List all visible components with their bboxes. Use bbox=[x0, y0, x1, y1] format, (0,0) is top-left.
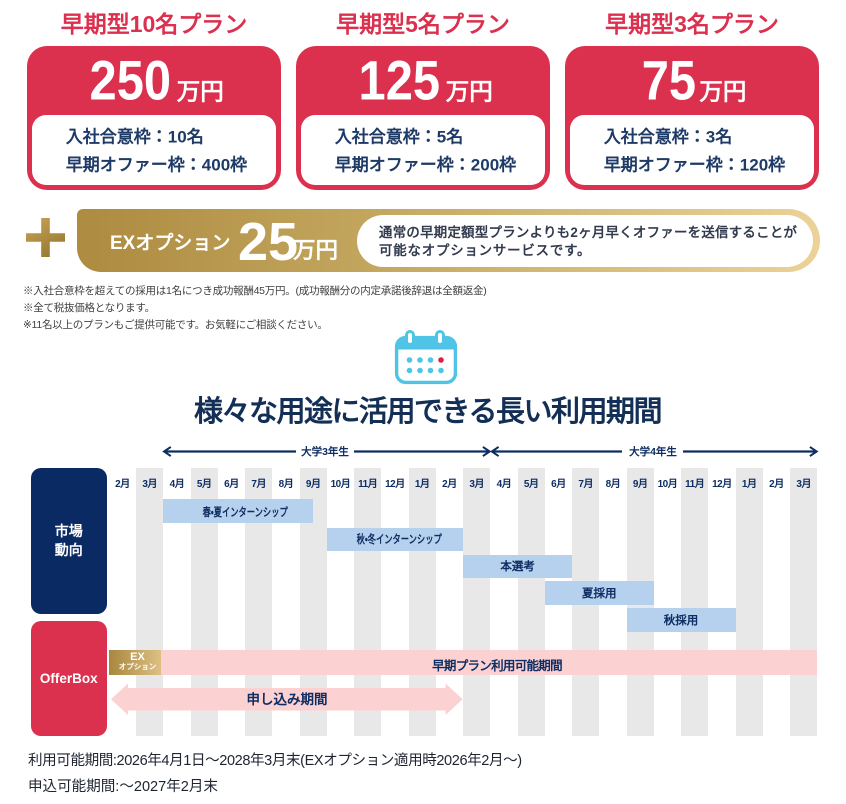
svg-text:申し込み期間: 申し込み期間 bbox=[247, 691, 328, 707]
svg-text:大学4年生: 大学4年生 bbox=[629, 445, 677, 458]
svg-text:大学3年生: 大学3年生 bbox=[301, 445, 349, 458]
